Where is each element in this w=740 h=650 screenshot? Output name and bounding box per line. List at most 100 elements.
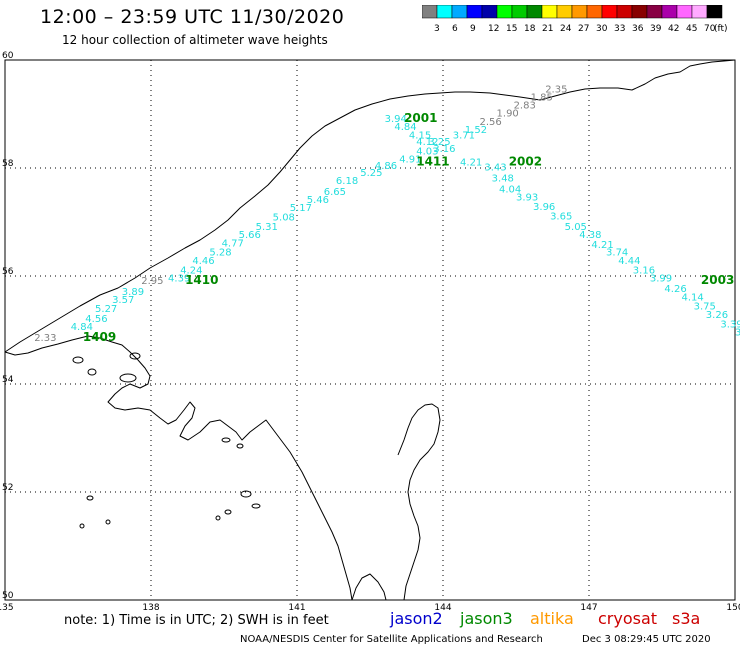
wave-height-label: 4.26 [664,284,686,295]
colorbar-tick-label: 3 [434,24,440,34]
coastline-sakhalin [397,403,441,601]
lat-tick-label: 58 [2,159,14,169]
wave-height-label: 6.18 [336,176,358,187]
legend-entry-jason3: jason3 [460,609,513,628]
wave-height-label: 4.38 [579,230,601,241]
lat-tick-label: 52 [2,483,13,493]
island-outline [79,523,85,529]
colorbar-tick-label: 33 [614,24,625,34]
lon-tick-label: 147 [580,603,597,613]
wave-height-label: 5.27 [95,304,117,315]
wave-height-label: 4.15 [409,130,431,141]
colorbar-unit: (ft) [714,24,728,34]
island-outline [105,519,111,525]
lat-tick-label: 56 [2,267,14,277]
wave-height-label: 1.85 [531,93,553,104]
lat-tick-label: 60 [2,51,14,61]
wave-height-label: 3.43 [484,163,506,174]
island-outline [119,373,137,383]
wave-height-label: 4.56 [85,314,107,325]
lon-tick-label: 141 [288,603,305,613]
wave-height-label: 3.25 [428,137,450,148]
island-outline [251,503,261,509]
colorbar-tick-label: 24 [560,24,572,34]
wave-height-label: 4.12 [416,137,438,148]
wave-height-label: 5.28 [209,247,231,258]
wave-height-label: 3.96 [533,202,555,213]
pass-time-label: 1410 [185,273,218,287]
wave-height-label: 3.99 [650,273,672,284]
wave-height-label: 3.65 [550,211,572,222]
wave-height-label: 4.39 [168,273,190,284]
legend-entry-s3a: s3a [672,609,701,628]
wave-height-label: 4.04 [499,184,521,195]
wave-height-label: 5.05 [565,222,587,233]
chart-title: 12:00 – 23:59 UTC 11/30/2020 [40,6,345,28]
island-outline [215,515,221,521]
colorbar-tick-label: 70 [704,24,716,34]
wave-height-label: 3.71 [453,130,475,141]
wave-height-label: 4.24 [180,265,202,276]
wave-height-label: 3.39 [720,319,740,330]
wave-height-label: 3.94 [385,114,407,125]
wave-height-label: 3.74 [606,247,628,258]
wave-height-label: 4.46 [192,256,214,267]
island-outline [72,356,84,364]
island-outline [86,495,94,501]
pass-time-label: 1411 [416,154,449,168]
wave-height-label: 4.84 [394,122,416,133]
lat-tick-label: 54 [2,375,14,385]
wave-height-label: 3.16 [633,265,655,276]
wave-height-label: 5.17 [290,203,312,214]
wave-height-label: 5.31 [256,222,278,233]
lat-tick-label: 50 [2,591,14,601]
wave-height-label: 3.16 [433,144,455,155]
island-outline [240,490,252,498]
colorbar-tick-label: 9 [470,24,476,34]
wave-height-label: 4.14 [681,292,703,303]
wave-height-label: 3.26 [706,310,728,321]
generation-timestamp: Dec 3 08:29:45 UTC 2020 [582,634,711,645]
pass-time-label: 1409 [83,330,116,344]
colorbar-tick-label: 42 [668,24,679,34]
footer-note: note: 1) Time is in UTC; 2) SWH is in fe… [64,613,329,628]
lon-tick-label: 144 [434,603,451,613]
wave-height-label: 4.21 [591,240,613,251]
wave-height-label: 3.48 [492,174,514,185]
wave-height-label: 1.52 [465,125,487,136]
wave-height-label: 2.56 [480,117,502,128]
track-labels: 3.944.844.15 3.714.123.254.033.161.524.91… [34,84,740,344]
wave-height-label: 3.57 [112,295,134,306]
pass-time-label: 2003 [701,273,734,287]
colorbar-tick-label: 30 [596,24,608,34]
wave-height-label: 2.83 [514,101,536,112]
coastline-west [4,335,353,601]
coastline-south [351,573,387,601]
island-outline [224,509,232,515]
wave-height-label: 3.89 [122,287,144,298]
wave-height-label: 5.66 [239,230,261,241]
coastline-north [4,59,736,353]
wave-height-label: 5.25 [360,168,382,179]
island-outline [236,443,244,449]
lon-tick-label: 138 [142,603,159,613]
wave-height-label: 2.33 [34,333,56,344]
pass-time-label: 2002 [509,154,542,168]
pass-time-label: 2001 [404,111,437,125]
colorbar-tick-label: 45 [686,24,697,34]
wave-height-label: 4.86 [375,161,397,172]
color-scale-legend: 3 6 9 12 15 18 21 24 27 30 33 36 39 42 45 70(ft) [422,5,728,34]
wave-height-label: 4.84 [71,322,93,333]
colorbar-tick-label: 12 [488,24,499,34]
wave-height-label: 4.44 [618,256,640,267]
wave-height-label: 5.46 [307,195,329,206]
wave-height-label: 4.03 [416,147,438,158]
legend-entry-altika: altika [530,609,574,628]
wave-height-label: 1.90 [497,109,519,120]
legend-entry-cryosat: cryosat [598,609,658,628]
colorbar-tick-label: 15 [506,24,517,34]
island-outline [221,437,231,443]
wave-height-label: 6.65 [324,187,346,198]
colorbar-tick-label: 6 [452,24,458,34]
